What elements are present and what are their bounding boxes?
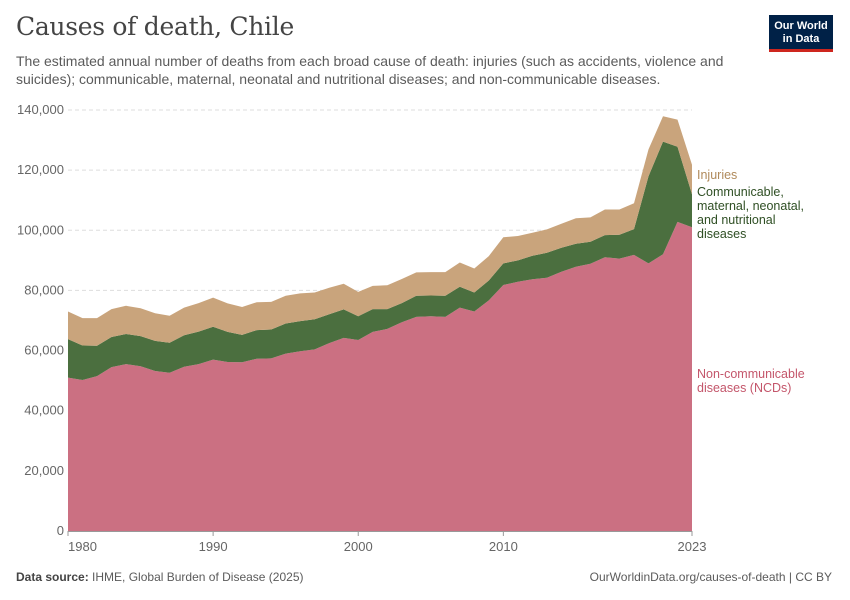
- logo-line-2: in Data: [782, 33, 820, 45]
- y-tick-label: 60,000: [24, 343, 64, 358]
- label-injuries: Injuries: [697, 168, 737, 182]
- data-source: Data source: IHME, Global Burden of Dise…: [16, 570, 303, 584]
- area-communicable: [68, 141, 692, 380]
- chart-title: Causes of death, Chile: [16, 12, 294, 41]
- x-tick-label: 2023: [678, 539, 707, 554]
- label-communicable: Communicable, maternal, neonatal, and nutr…: [697, 185, 804, 241]
- area-layer: [68, 116, 692, 531]
- data-source-label: Data source:: [16, 570, 89, 584]
- area-injuries: [68, 116, 692, 346]
- x-tick-label: 1990: [199, 539, 228, 554]
- y-tick-label: 100,000: [17, 222, 64, 237]
- y-tick-label: 20,000: [24, 463, 64, 478]
- owid-logo[interactable]: Our World in Data: [769, 15, 833, 52]
- logo-line-1: Our World: [774, 20, 828, 32]
- y-tick-label: 140,000: [17, 102, 64, 117]
- chart-subtitle: The estimated annual number of deaths fr…: [16, 53, 724, 87]
- source-url[interactable]: OurWorldinData.org/causes-of-death | CC …: [589, 570, 832, 584]
- x-tick-label: 2000: [344, 539, 373, 554]
- y-tick-label: 40,000: [24, 403, 64, 418]
- data-source-text: IHME, Global Burden of Disease (2025): [92, 570, 304, 584]
- series-labels: Non-communicable diseases (NCDs) Communica…: [697, 168, 805, 395]
- x-tick-label: 2010: [489, 539, 518, 554]
- axis-layer: 0 20,000 40,000 60,000 80,000 100,000 120,000 1…: [17, 102, 706, 554]
- y-tick-label: 80,000: [24, 282, 64, 297]
- y-tick-label: 0: [57, 523, 64, 538]
- y-tick-label: 120,000: [17, 162, 64, 177]
- area-ncd: [68, 221, 692, 531]
- x-tick-label: 1980: [68, 539, 97, 554]
- label-ncd: Non-communicable diseases (NCDs): [697, 367, 805, 395]
